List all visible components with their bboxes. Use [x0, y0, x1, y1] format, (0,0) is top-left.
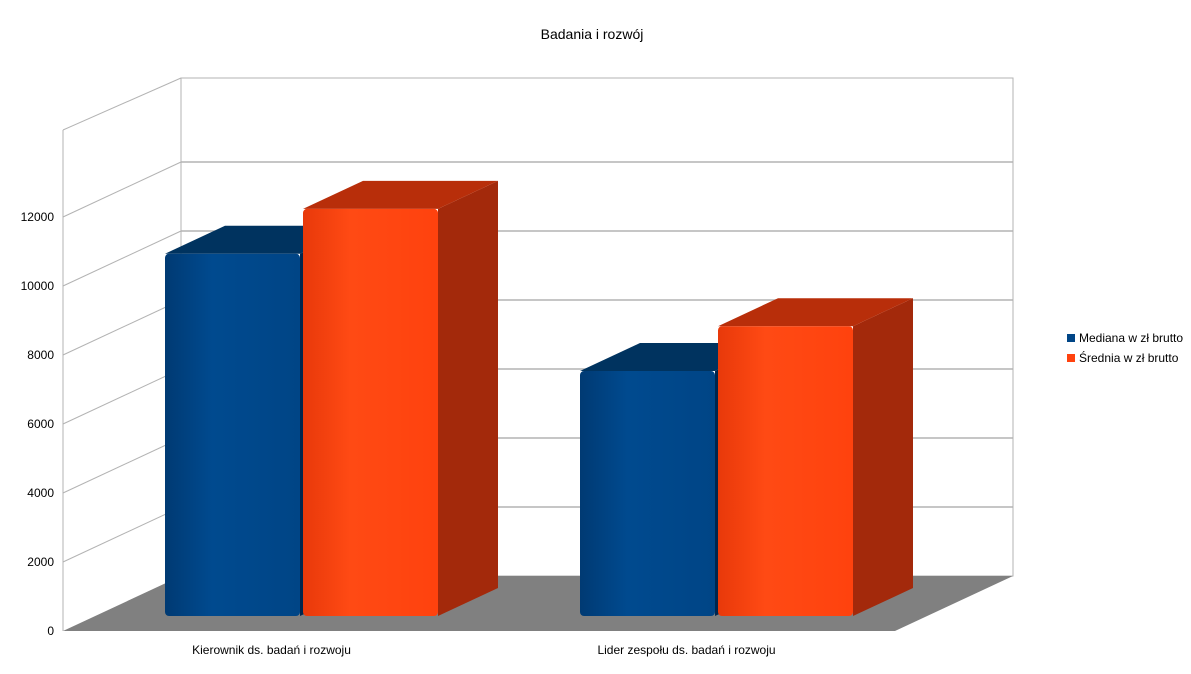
legend: Mediana w zł brutto Średnia w zł brutto [1067, 328, 1183, 368]
gridline-side [62, 506, 182, 563]
y-tick-label: 10000 [21, 279, 55, 293]
bar-front [718, 326, 853, 616]
y-tick-label: 0 [47, 624, 54, 638]
y-tick-label: 6000 [27, 417, 54, 431]
legend-swatch-median [1067, 334, 1075, 342]
y-tick-label: 8000 [27, 348, 54, 362]
legend-label: Mediana w zł brutto [1079, 331, 1184, 345]
bar-front [303, 208, 438, 616]
gridline-side [62, 299, 182, 356]
side-wall-top [62, 77, 182, 131]
gridline-side [62, 230, 182, 287]
x-tick-label: Lider zespołu ds. badań i rozwoju [597, 643, 775, 657]
y-tick-label: 2000 [27, 555, 54, 569]
bar-side [438, 180, 498, 616]
bar-side [853, 298, 913, 616]
bar [303, 180, 498, 616]
gridline-side [62, 161, 182, 218]
bars [165, 180, 913, 616]
gridline-side [62, 368, 182, 425]
bar [718, 298, 913, 616]
legend-item: Średnia w zł brutto [1067, 348, 1183, 368]
bar-top [718, 298, 913, 327]
y-tick-label: 12000 [21, 210, 55, 224]
legend-swatch-mean [1067, 354, 1075, 362]
legend-label: Średnia w zł brutto [1079, 351, 1179, 365]
bar-front [580, 371, 715, 616]
y-tick-label: 4000 [27, 486, 54, 500]
bar-front [165, 253, 300, 616]
gridline-side [62, 437, 182, 494]
x-tick-label: Kierownik ds. badań i rozwoju [192, 643, 351, 657]
chart-title: Badania i rozwój [541, 26, 644, 42]
x-axis-ticks: Kierownik ds. badań i rozwoju Lider zespo… [192, 643, 775, 657]
y-axis-ticks: 0 2000 4000 6000 8000 10000 12000 [21, 210, 55, 638]
legend-item: Mediana w zł brutto [1067, 328, 1183, 348]
bar-top [303, 180, 498, 209]
